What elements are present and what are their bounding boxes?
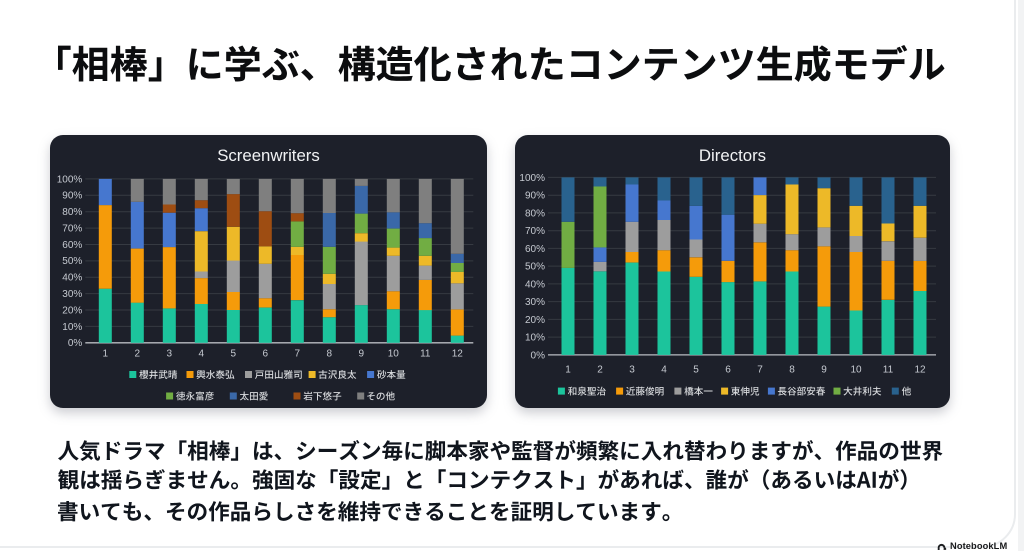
svg-text:6: 6 <box>725 364 731 375</box>
svg-text:70%: 70% <box>525 226 545 237</box>
svg-text:50%: 50% <box>525 261 545 272</box>
svg-text:5: 5 <box>693 364 699 375</box>
svg-text:60%: 60% <box>62 239 82 250</box>
svg-text:12: 12 <box>452 348 464 359</box>
svg-text:90%: 90% <box>525 190 545 201</box>
svg-text:80%: 80% <box>525 208 545 219</box>
svg-text:9: 9 <box>821 364 827 375</box>
svg-text:Screenwriters: Screenwriters <box>217 146 320 165</box>
svg-text:7: 7 <box>757 364 763 375</box>
svg-text:20%: 20% <box>62 305 82 316</box>
svg-text:100%: 100% <box>57 174 83 185</box>
svg-text:10%: 10% <box>525 332 545 343</box>
svg-text:70%: 70% <box>62 223 82 234</box>
svg-text:30%: 30% <box>525 297 545 308</box>
svg-text:0%: 0% <box>531 350 546 361</box>
svg-text:Directors: Directors <box>699 146 766 165</box>
svg-text:11: 11 <box>420 348 431 359</box>
svg-text:8: 8 <box>327 348 333 359</box>
svg-text:30%: 30% <box>62 289 82 300</box>
svg-text:6: 6 <box>263 348 269 359</box>
svg-text:10: 10 <box>850 364 862 375</box>
svg-text:9: 9 <box>359 348 365 359</box>
svg-text:10%: 10% <box>62 321 82 332</box>
svg-text:80%: 80% <box>62 207 82 218</box>
svg-text:1: 1 <box>565 364 571 375</box>
svg-text:40%: 40% <box>62 272 82 283</box>
svg-text:1: 1 <box>103 348 109 359</box>
svg-text:40%: 40% <box>525 279 545 290</box>
svg-text:4: 4 <box>199 348 205 359</box>
svg-text:90%: 90% <box>62 190 82 201</box>
svg-text:50%: 50% <box>62 256 82 267</box>
svg-text:20%: 20% <box>525 314 545 325</box>
svg-text:4: 4 <box>661 364 667 375</box>
svg-text:11: 11 <box>883 364 894 375</box>
svg-text:100%: 100% <box>519 172 545 183</box>
svg-text:60%: 60% <box>525 243 545 254</box>
svg-text:2: 2 <box>135 348 141 359</box>
svg-text:3: 3 <box>629 364 635 375</box>
svg-text:7: 7 <box>295 348 301 359</box>
svg-text:10: 10 <box>388 348 400 359</box>
svg-text:8: 8 <box>789 364 795 375</box>
svg-text:5: 5 <box>231 348 237 359</box>
svg-text:3: 3 <box>167 348 173 359</box>
svg-text:0%: 0% <box>68 338 83 349</box>
svg-text:2: 2 <box>597 364 603 375</box>
svg-text:12: 12 <box>914 364 926 375</box>
